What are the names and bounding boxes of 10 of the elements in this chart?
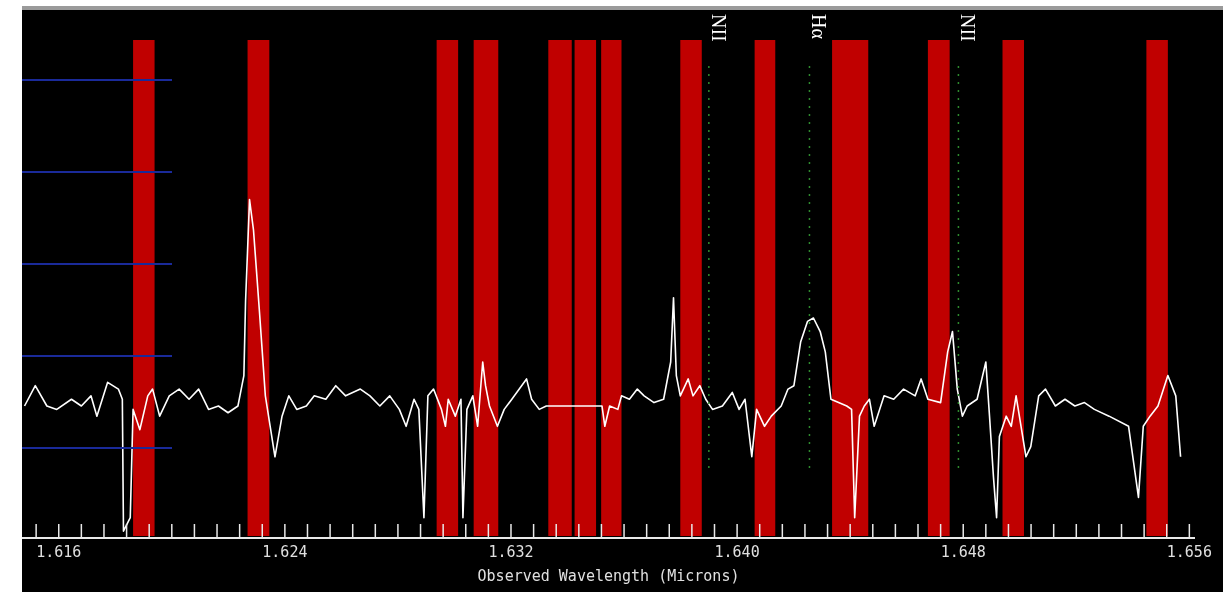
x-tick-label: 1.648 [940,542,986,561]
x-axis-title: Observed Wavelength (Microns) [477,566,740,585]
x-tick-label: 1.640 [714,542,760,561]
ref-line-label: Hα [808,14,831,40]
ref-line-label: NII [957,14,980,42]
x-tick-label: 1.632 [488,542,534,561]
x-tick-label: 1.656 [1166,542,1212,561]
ref-line-label: NII [707,14,730,42]
x-tick-label: 1.616 [36,542,82,561]
x-tick-label: 1.624 [262,542,308,561]
